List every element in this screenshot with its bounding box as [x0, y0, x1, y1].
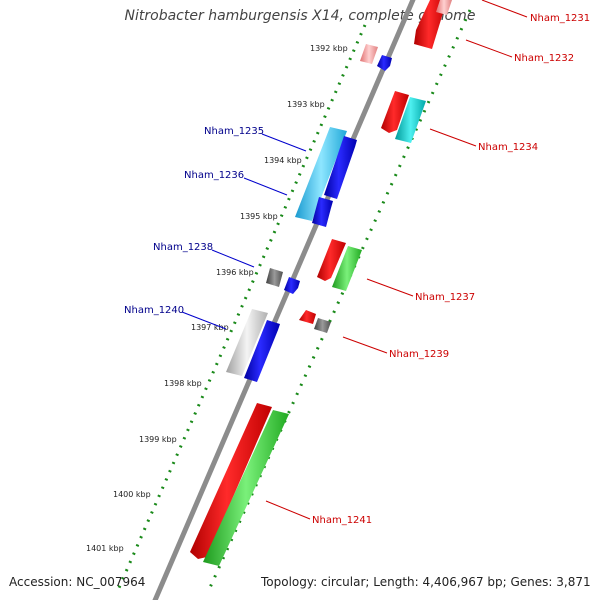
gene-label-nham-1236[interactable]: Nham_1236 — [184, 170, 244, 181]
gene-label-nham-1240[interactable]: Nham_1240 — [124, 305, 184, 316]
gene-feature[interactable] — [332, 246, 362, 291]
gene-feature[interactable] — [324, 136, 357, 199]
kbp-label: 1392 kbp — [310, 44, 348, 53]
gene-feature[interactable] — [244, 320, 280, 382]
gene-label-nham-1238[interactable]: Nham_1238 — [153, 242, 213, 253]
gene-feature[interactable] — [395, 97, 426, 143]
kbp-label: 1401 kbp — [86, 544, 124, 553]
gene-feature[interactable] — [317, 239, 346, 281]
gene-label-nham-1235[interactable]: Nham_1235 — [204, 126, 264, 137]
gene-label-nham-1231[interactable]: Nham_1231 — [530, 13, 590, 24]
gene-feature[interactable] — [436, 0, 452, 15]
kbp-label: 1396 kbp — [216, 268, 254, 277]
gene-feature[interactable] — [360, 44, 378, 64]
gene-feature[interactable] — [295, 127, 347, 221]
gene-feature[interactable] — [203, 410, 289, 566]
genome-stats-text: Topology: circular; Length: 4,406,967 bp… — [261, 575, 591, 589]
kbp-label: 1394 kbp — [264, 156, 302, 165]
gene-feature[interactable] — [377, 55, 392, 71]
genome-backbone — [152, 0, 416, 600]
forward-leader-lines — [265, 0, 528, 520]
kbp-axis: 1392 kbp 1393 kbp 1394 kbp 1395 kbp 1396… — [86, 44, 348, 553]
kbp-label: 1397 kbp — [191, 323, 229, 332]
kbp-label: 1398 kbp — [164, 379, 202, 388]
gene-feature[interactable] — [266, 268, 283, 287]
gene-feature[interactable] — [381, 91, 409, 133]
kbp-label: 1400 kbp — [113, 490, 151, 499]
reverse-strand-features — [226, 44, 392, 382]
kbp-label: 1395 kbp — [240, 212, 278, 221]
gene-label-nham-1241[interactable]: Nham_1241 — [312, 515, 372, 526]
kbp-label: 1393 kbp — [287, 100, 325, 109]
gene-labels: Nham_1231 Nham_1232 Nham_1234 Nham_1235 … — [124, 13, 590, 526]
gene-label-nham-1237[interactable]: Nham_1237 — [415, 292, 475, 303]
gene-label-nham-1232[interactable]: Nham_1232 — [514, 53, 574, 64]
reverse-leader-lines — [181, 133, 307, 330]
gene-feature[interactable] — [226, 309, 268, 376]
map-title: Nitrobacter hamburgensis X14, complete g… — [124, 8, 476, 24]
gene-feature[interactable] — [312, 197, 333, 227]
gene-feature[interactable] — [314, 318, 331, 333]
kbp-label: 1399 kbp — [139, 435, 177, 444]
forward-strand-features — [190, 0, 452, 566]
gene-label-nham-1239[interactable]: Nham_1239 — [389, 349, 449, 360]
gene-feature[interactable] — [284, 277, 300, 294]
accession-text: Accession: NC_007964 — [9, 575, 146, 589]
gene-feature[interactable] — [299, 310, 316, 324]
gene-label-nham-1234[interactable]: Nham_1234 — [478, 142, 538, 153]
gene-feature[interactable] — [190, 403, 272, 559]
reverse-tick-track — [116, 24, 367, 591]
